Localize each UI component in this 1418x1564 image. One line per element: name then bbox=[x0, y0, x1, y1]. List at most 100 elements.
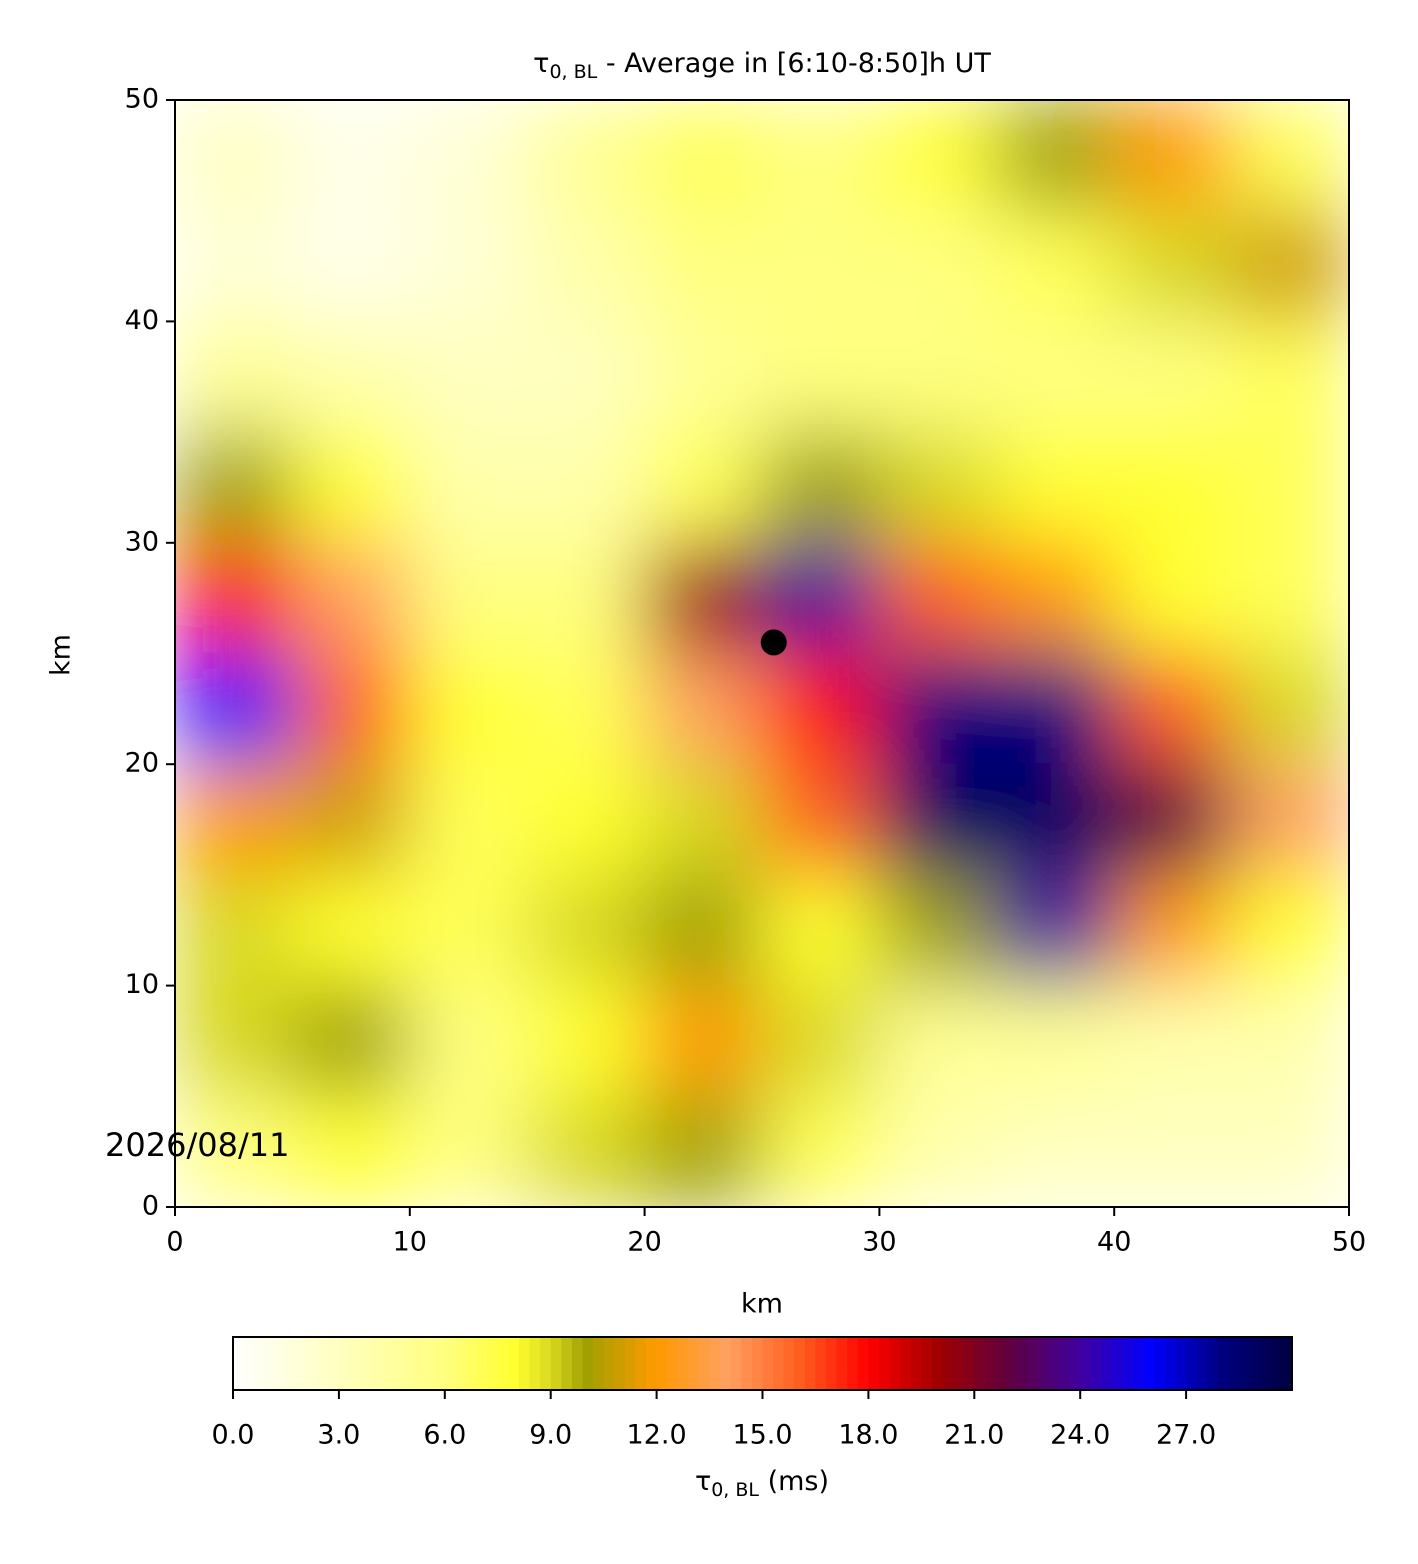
colorbar-swatch bbox=[571, 1337, 584, 1390]
colorbar-swatch bbox=[751, 1337, 764, 1390]
heat-cell bbox=[878, 209, 998, 323]
colorbar-swatch bbox=[603, 1337, 615, 1390]
colorbar-swatch bbox=[677, 1337, 689, 1390]
heat-cell bbox=[291, 763, 411, 876]
colorbar-swatch bbox=[815, 1337, 827, 1390]
colorbar-swatch bbox=[921, 1337, 933, 1390]
colorbar-swatch bbox=[1037, 1337, 1050, 1390]
y-tick-label: 40 bbox=[125, 305, 159, 336]
y-axis-label: km bbox=[46, 634, 77, 676]
heat-cell bbox=[1113, 320, 1233, 434]
colorbar-swatch bbox=[1111, 1337, 1124, 1390]
heat-cell bbox=[291, 541, 411, 655]
colorbar-swatch bbox=[360, 1337, 372, 1390]
colorbar-tick-label: 21.0 bbox=[944, 1420, 1004, 1451]
colorbar-swatch bbox=[836, 1337, 848, 1390]
colorbar-swatch bbox=[857, 1337, 869, 1390]
heat-cell bbox=[761, 984, 881, 1098]
heat-cell bbox=[1230, 100, 1349, 212]
overlay: 0 10 20 30 40 50 0 10 20 30 40 50 bbox=[125, 84, 1367, 1258]
heat-cell bbox=[526, 652, 646, 766]
colorbar-swatch bbox=[804, 1337, 817, 1390]
x-tick-label: 50 bbox=[1332, 1227, 1366, 1258]
colorbar-swatch bbox=[878, 1337, 891, 1390]
colorbar-swatch bbox=[847, 1337, 859, 1390]
plot-frame bbox=[174, 99, 1350, 1208]
heat-cell bbox=[175, 431, 294, 544]
heat-cell bbox=[175, 984, 294, 1098]
heat-cell bbox=[761, 1095, 881, 1207]
colorbar-swatch bbox=[476, 1337, 488, 1390]
colorbar-swatch bbox=[381, 1337, 393, 1390]
colorbar-swatch bbox=[370, 1337, 382, 1390]
colorbar-swatch bbox=[1143, 1337, 1155, 1390]
heat-cell bbox=[1113, 541, 1233, 655]
colorbar-swatch bbox=[1080, 1337, 1092, 1390]
colorbar-swatch bbox=[656, 1337, 668, 1390]
colorbar-swatch bbox=[646, 1337, 658, 1390]
heat-cell bbox=[1230, 1095, 1349, 1207]
colorbar-swatch bbox=[402, 1337, 414, 1390]
heat-cell bbox=[761, 652, 881, 766]
x-tick-label: 0 bbox=[166, 1227, 183, 1258]
colorbar-swatch bbox=[1027, 1337, 1039, 1390]
colorbar-swatch bbox=[487, 1337, 499, 1390]
colorbar-tick-label: 27.0 bbox=[1156, 1420, 1216, 1451]
heat-cell bbox=[643, 652, 763, 766]
colorbar-swatch bbox=[1122, 1337, 1134, 1390]
colorbar-swatch bbox=[307, 1337, 319, 1390]
colorbar-swatch bbox=[1281, 1337, 1293, 1390]
heat-cell bbox=[995, 541, 1116, 655]
y-tick-label: 30 bbox=[125, 526, 159, 557]
x-tick-label: 20 bbox=[627, 1227, 661, 1258]
colorbar-swatch bbox=[963, 1337, 975, 1390]
colorbar-tick-label: 9.0 bbox=[529, 1420, 572, 1451]
heat-cell bbox=[1230, 763, 1349, 876]
heat-cell bbox=[175, 873, 294, 987]
colorbar-swatch bbox=[391, 1337, 404, 1390]
title-text: - Average in [6:10-8:50]h UT bbox=[597, 48, 991, 79]
heat-cell bbox=[878, 1095, 998, 1207]
colorbar-swatch bbox=[826, 1337, 838, 1390]
heat-cell bbox=[761, 873, 881, 987]
colorbar-swatch bbox=[762, 1337, 774, 1390]
heat-cell bbox=[408, 873, 529, 987]
colorbar-swatch bbox=[889, 1337, 901, 1390]
colorbar-tick-label: 15.0 bbox=[732, 1420, 792, 1451]
heat-cell bbox=[643, 100, 763, 212]
colorbar-swatch bbox=[1069, 1337, 1081, 1390]
heat-cell bbox=[1113, 209, 1233, 323]
colorbar-swatch bbox=[1239, 1337, 1251, 1390]
heat-cell bbox=[1230, 209, 1349, 323]
heat-cell bbox=[526, 320, 646, 434]
colorbar-swatch bbox=[593, 1337, 605, 1390]
y-tick-label: 10 bbox=[125, 969, 159, 1000]
colorbar-tick-label: 6.0 bbox=[423, 1420, 466, 1451]
colorbar-label: τ0, BL (ms) bbox=[695, 1466, 829, 1501]
heat-cell bbox=[175, 763, 294, 876]
heat-cell bbox=[643, 541, 763, 655]
heat-cell bbox=[643, 320, 763, 434]
heat-cell bbox=[408, 541, 529, 655]
colorbar-swatch bbox=[624, 1337, 637, 1390]
heat-cell bbox=[1230, 652, 1349, 766]
heat-cell bbox=[526, 984, 646, 1098]
heat-cell bbox=[761, 100, 881, 212]
heat-cell bbox=[761, 320, 881, 434]
heat-cell bbox=[1230, 541, 1349, 655]
heat-cell bbox=[878, 320, 998, 434]
colorbar-swatch bbox=[1175, 1337, 1187, 1390]
colorbar-swatch bbox=[243, 1337, 255, 1390]
cells bbox=[175, 100, 1349, 1207]
colorbar-swatch bbox=[497, 1337, 509, 1390]
colorbar-swatch bbox=[1196, 1337, 1208, 1390]
colorbar-tick-label: 24.0 bbox=[1050, 1420, 1110, 1451]
colorbar-swatch bbox=[434, 1337, 446, 1390]
heat-cell bbox=[526, 209, 646, 323]
colorbar-swatch bbox=[540, 1337, 552, 1390]
heat-cell bbox=[408, 763, 529, 876]
y-tick-label: 0 bbox=[142, 1191, 159, 1222]
colorbar-swatch bbox=[688, 1337, 700, 1390]
heat-cell bbox=[408, 652, 529, 766]
heat-cell bbox=[408, 100, 529, 212]
